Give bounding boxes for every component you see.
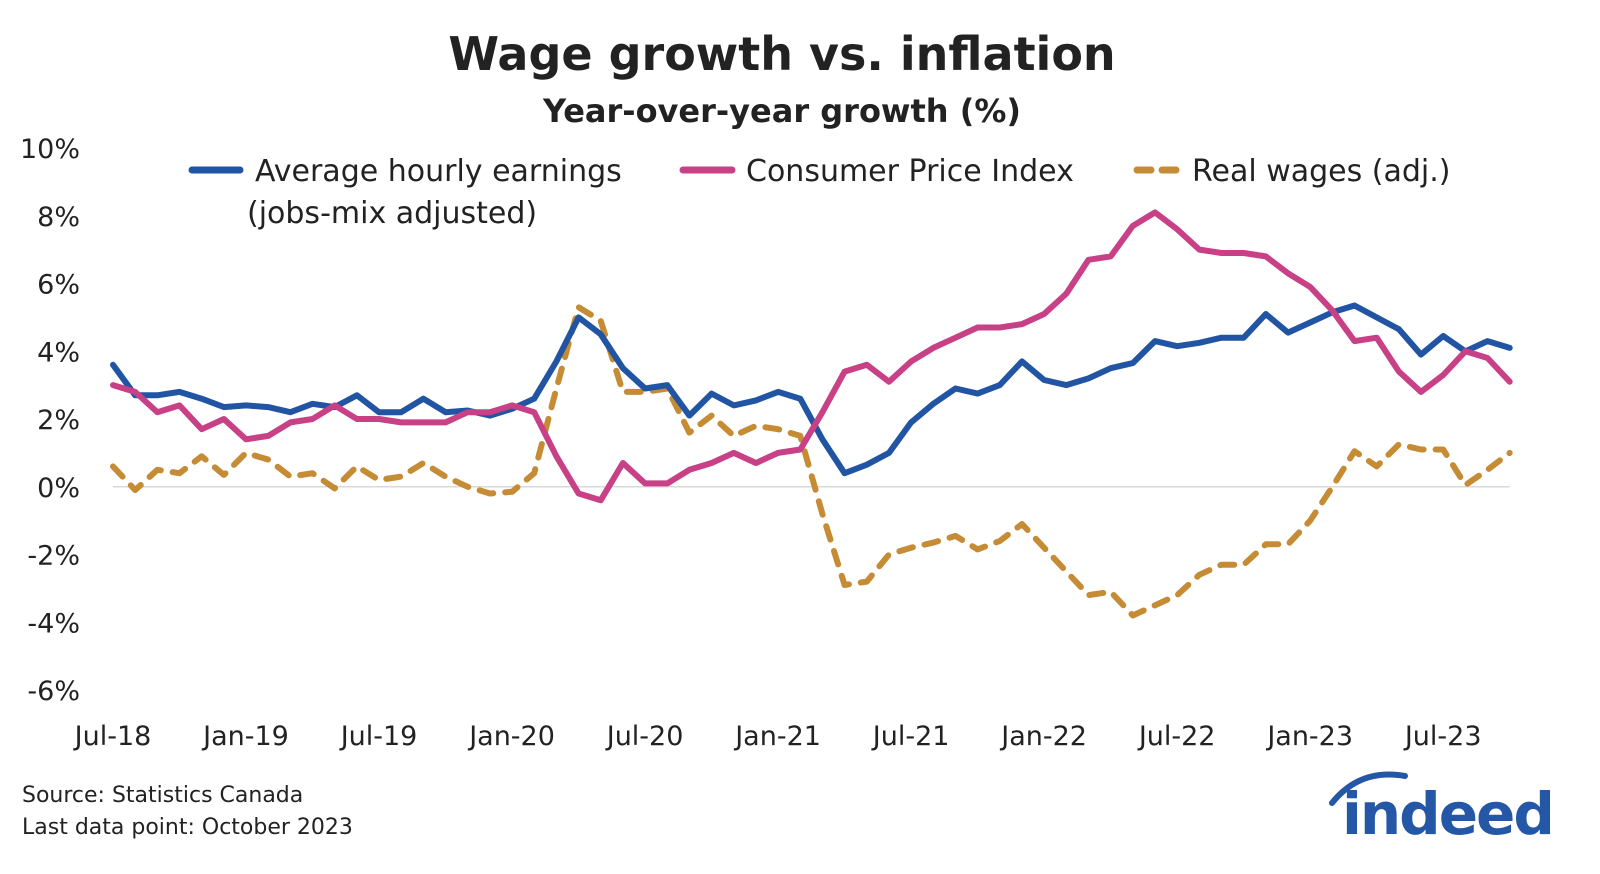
legend-label-earnings-line2: (jobs-mix adjusted)	[247, 196, 537, 231]
series-line-cpi	[110, 209, 1513, 504]
y-tick-label: -2%	[27, 541, 80, 572]
y-tick-label: 0%	[37, 473, 80, 504]
chart-title: Wage growth vs. inflation	[448, 27, 1115, 81]
legend-label-earnings: Average hourly earnings	[255, 154, 622, 189]
indeed-logo: indeed	[1329, 771, 1555, 848]
y-axis: 10% 8% 6% 4% 2% 0% -2% -4% -6%	[20, 134, 80, 707]
x-axis: Jul-18 Jan-19 Jul-19 Jan-20 Jul-20 Jan-21 Jul-…	[73, 721, 1482, 752]
x-tick-label: Jan-20	[467, 721, 555, 752]
x-tick-label: Jan-21	[733, 721, 821, 752]
x-tick-label: Jul-19	[339, 721, 418, 752]
y-tick-label: 4%	[37, 337, 80, 368]
y-tick-label: 6%	[37, 270, 80, 301]
series-line-real-wages	[110, 304, 1513, 619]
indeed-logo-arc	[1329, 771, 1408, 806]
x-tick-label: Jul-18	[73, 721, 152, 752]
legend-label-real-wages: Real wages (adj.)	[1192, 154, 1451, 189]
source-note: Source: Statistics Canada	[22, 783, 303, 808]
last-data-point-note: Last data point: October 2023	[22, 815, 353, 840]
x-tick-label: Jul-23	[1403, 721, 1482, 752]
y-tick-label: 10%	[20, 134, 80, 165]
chart-subtitle: Year-over-year growth (%)	[542, 92, 1021, 130]
legend-item-real-wages: Real wages (adj.)	[1133, 154, 1451, 189]
legend-item-earnings: Average hourly earnings (jobs-mix adjust…	[188, 154, 622, 231]
legend-item-cpi: Consumer Price Index	[679, 154, 1074, 189]
series-line-earnings	[110, 302, 1513, 477]
y-tick-label: 8%	[37, 202, 80, 233]
legend-label-cpi: Consumer Price Index	[746, 154, 1074, 189]
series-lines	[110, 209, 1513, 619]
x-tick-label: Jan-22	[999, 721, 1087, 752]
x-tick-label: Jan-19	[201, 721, 289, 752]
y-tick-label: -4%	[27, 608, 80, 639]
x-tick-label: Jan-23	[1265, 721, 1353, 752]
svg-text:indeed: indeed	[1342, 780, 1553, 848]
y-tick-label: 2%	[37, 405, 80, 436]
x-tick-label: Jul-20	[605, 721, 684, 752]
y-tick-label: -6%	[27, 676, 80, 707]
legend: Average hourly earnings (jobs-mix adjust…	[188, 154, 1451, 231]
x-tick-label: Jul-21	[871, 721, 950, 752]
x-tick-label: Jul-22	[1137, 721, 1216, 752]
